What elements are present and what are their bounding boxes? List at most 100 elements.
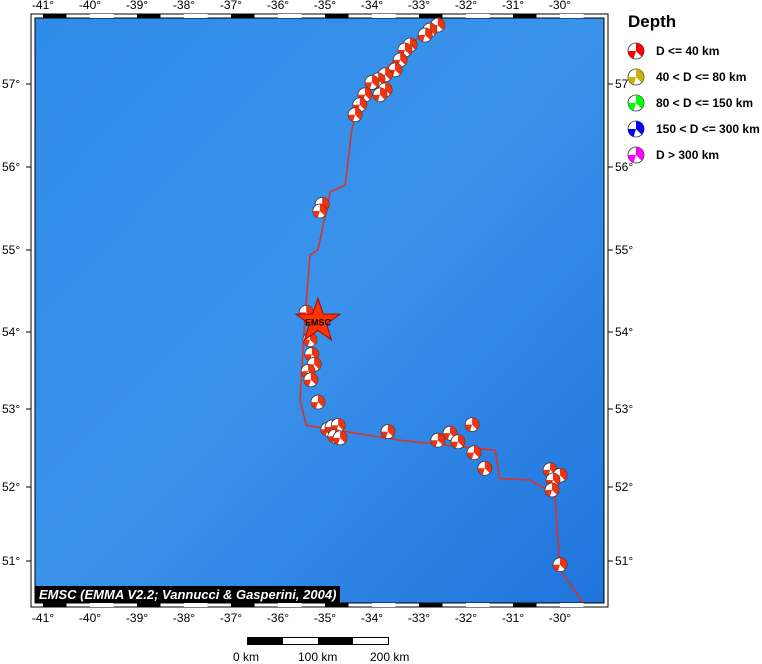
frame-segment (90, 14, 114, 18)
frame-segment (325, 603, 349, 607)
lat-tick-label-right: 51° (615, 554, 633, 568)
lat-tick-label-left: 54° (2, 325, 20, 339)
lon-tick-label-bottom: -37° (220, 611, 242, 625)
lon-tick-label-top: -33° (408, 0, 430, 12)
lon-tick-label-top: -35° (314, 0, 336, 12)
lon-tick-label-bottom: -39° (126, 611, 148, 625)
lon-tick-label-bottom: -34° (361, 611, 383, 625)
frame-segment (419, 603, 443, 607)
star-icon[interactable] (294, 296, 342, 342)
focal-mechanism-beachball[interactable] (372, 87, 388, 103)
beachball-icon (627, 146, 645, 164)
frame-segment (466, 14, 490, 18)
focal-mechanism-beachball[interactable] (347, 107, 363, 123)
lon-tick-label-top: -41° (32, 0, 54, 12)
lat-tick-label-right: 54° (615, 325, 633, 339)
frame-segment (513, 14, 537, 18)
frame-segment (372, 14, 396, 18)
focal-mechanism-beachball[interactable] (310, 394, 326, 410)
focal-mechanism-beachball[interactable] (477, 460, 493, 476)
focal-mechanisms (298, 17, 568, 573)
frame-segment (466, 603, 490, 607)
lat-tick-label-left: 53° (2, 402, 20, 416)
lon-tick-label-top: -32° (455, 0, 477, 12)
axis-ticks: -41° -41° -40° -40° -39° -39° -38° -38° -37° -37°… (2, 0, 633, 625)
epicenter-label: EMSC (305, 317, 332, 327)
beachball-icon (627, 42, 645, 60)
lat-tick-label-left: 57° (2, 77, 20, 91)
scale-label-200: 200 km (370, 650, 410, 664)
focal-mechanism-beachball[interactable] (380, 424, 396, 440)
scale-bar (247, 637, 389, 645)
focal-mechanism-beachball[interactable] (417, 27, 433, 43)
lon-tick-label-bottom: -38° (173, 611, 195, 625)
frame-segment (184, 14, 208, 18)
legend-item: 80 < D <= 150 km (626, 90, 760, 116)
legend-label: 150 < D <= 300 km (656, 122, 760, 136)
lon-tick-label-top: -30° (549, 0, 571, 12)
focal-mechanism-beachball[interactable] (302, 332, 318, 348)
legend-item: 150 < D <= 300 km (626, 116, 760, 142)
frame-segment (278, 14, 302, 18)
frame-segment (231, 603, 255, 607)
frame-segment (560, 603, 584, 607)
lon-tick-label-top: -39° (126, 0, 148, 12)
lat-tick-label-left: 52° (2, 480, 20, 494)
epicenter-star: EMSC (294, 296, 342, 342)
lon-tick-label-top: -38° (173, 0, 195, 12)
frame-segment (372, 603, 396, 607)
focal-mechanism-beachball[interactable] (544, 482, 560, 498)
lon-tick-label-bottom: -32° (455, 611, 477, 625)
legend-label: D > 300 km (656, 148, 720, 162)
lat-tick-label-right: 53° (615, 402, 633, 416)
lon-tick-label-bottom: -30° (549, 611, 571, 625)
legend-label: D <= 40 km (656, 44, 720, 58)
legend-item: 40 < D <= 80 km (626, 64, 760, 90)
lon-tick-label-bottom: -41° (32, 611, 54, 625)
lon-tick-label-bottom: -40° (79, 611, 101, 625)
legend-title: Depth (628, 12, 677, 31)
focal-mechanism-beachball[interactable] (312, 203, 328, 219)
focal-mechanism-beachball[interactable] (464, 417, 480, 433)
focal-mechanism-beachball[interactable] (430, 432, 446, 448)
frame-segment (184, 603, 208, 607)
focal-mechanism-beachball[interactable] (450, 434, 466, 450)
frame-segment (278, 603, 302, 607)
focal-mechanism-beachball[interactable] (552, 557, 568, 573)
legend-item: D > 300 km (626, 142, 760, 168)
lon-tick-label-bottom: -36° (267, 611, 289, 625)
frame-segment (231, 14, 255, 18)
lat-tick-label-right: 55° (615, 243, 633, 257)
legend-label: 40 < D <= 80 km (656, 70, 747, 84)
scale-label-0: 0 km (233, 650, 260, 664)
focal-mechanism-beachball[interactable] (303, 372, 319, 388)
legend-item: D <= 40 km (626, 38, 760, 64)
map-frame (30, 13, 609, 608)
focal-mechanism-beachball[interactable] (466, 445, 482, 461)
lon-tick-label-bottom: -31° (502, 611, 524, 625)
beachball-icon (627, 68, 645, 86)
frame-segment (137, 603, 161, 607)
lon-tick-label-top: -40° (79, 0, 101, 12)
lat-tick-label-left: 56° (2, 160, 20, 174)
focal-mechanism-beachball[interactable] (332, 430, 348, 446)
frame-segment (513, 603, 537, 607)
frame-segment (137, 14, 161, 18)
lon-tick-label-top: -37° (220, 0, 242, 12)
lat-tick-label-left: 51° (2, 554, 20, 568)
lon-tick-label-top: -31° (502, 0, 524, 12)
beachball-icon (627, 120, 645, 138)
frame-segment (560, 14, 584, 18)
credit-label: EMSC (EMMA V2.2; Vannucci & Gasperini, 2… (35, 586, 341, 603)
lon-tick-label-top: -34° (361, 0, 383, 12)
beachball-icon (627, 94, 645, 112)
lon-tick-label-bottom: -33° (408, 611, 430, 625)
focal-mechanism-beachball[interactable] (364, 74, 380, 90)
frame-segment (43, 603, 67, 607)
lat-tick-label-left: 55° (2, 243, 20, 257)
frame-segment (325, 14, 349, 18)
depth-legend: Depth D <= 40 km 40 < D <= 80 km 80 < D <=… (626, 12, 760, 168)
frame-segment (90, 603, 114, 607)
lat-tick-label-right: 56° (615, 160, 633, 174)
